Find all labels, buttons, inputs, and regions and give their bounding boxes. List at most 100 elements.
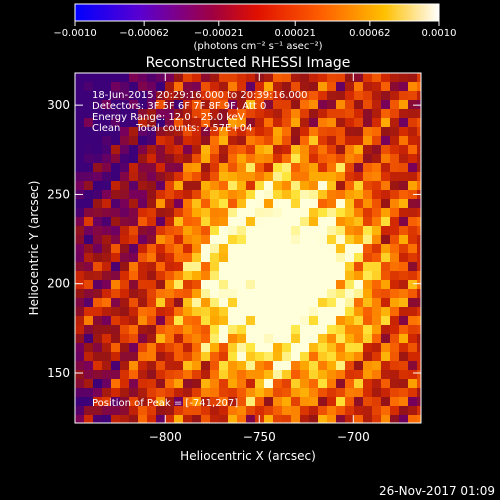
heatmap-cell bbox=[390, 226, 399, 235]
heatmap-cell bbox=[93, 406, 102, 415]
heatmap-cell bbox=[75, 325, 84, 334]
heatmap-cell bbox=[291, 163, 300, 172]
heatmap-cell bbox=[291, 91, 300, 100]
heatmap-cell bbox=[246, 145, 255, 154]
heatmap-cell bbox=[390, 190, 399, 199]
heatmap-cell bbox=[228, 262, 237, 271]
heatmap-cell bbox=[336, 154, 345, 163]
heatmap-cell bbox=[309, 154, 318, 163]
heatmap-cell bbox=[192, 154, 201, 163]
heatmap-cell bbox=[291, 127, 300, 136]
heatmap-cell bbox=[156, 109, 165, 118]
heatmap-cell bbox=[120, 82, 129, 91]
heatmap-cell bbox=[147, 235, 156, 244]
heatmap-cell bbox=[210, 361, 219, 370]
heatmap-cell bbox=[237, 316, 246, 325]
heatmap-cell bbox=[408, 208, 417, 217]
heatmap-cell bbox=[255, 280, 264, 289]
heatmap-cell bbox=[372, 280, 381, 289]
heatmap-cell bbox=[417, 289, 421, 298]
heatmap-cell bbox=[102, 325, 111, 334]
heatmap-cell bbox=[201, 73, 210, 82]
heatmap-cell bbox=[381, 109, 390, 118]
heatmap-cell bbox=[129, 244, 138, 253]
heatmap-cell bbox=[75, 253, 84, 262]
heatmap-cell bbox=[174, 397, 183, 406]
heatmap-cell bbox=[318, 208, 327, 217]
heatmap-cell bbox=[381, 181, 390, 190]
heatmap-cell bbox=[210, 82, 219, 91]
heatmap-cell bbox=[345, 235, 354, 244]
chart-title: Reconstructed RHESSI Image bbox=[146, 55, 351, 71]
heatmap-cell bbox=[165, 145, 174, 154]
heatmap-cell bbox=[354, 163, 363, 172]
heatmap-cell bbox=[192, 190, 201, 199]
heatmap-cell bbox=[417, 181, 421, 190]
heatmap-cell bbox=[327, 100, 336, 109]
heatmap-cell bbox=[201, 226, 210, 235]
heatmap-cell bbox=[309, 388, 318, 397]
heatmap-cell bbox=[408, 271, 417, 280]
heatmap-cell bbox=[273, 91, 282, 100]
heatmap-cell bbox=[237, 379, 246, 388]
heatmap-cell bbox=[417, 343, 421, 352]
heatmap-cell bbox=[309, 226, 318, 235]
heatmap-cell bbox=[354, 235, 363, 244]
heatmap-cell bbox=[300, 100, 309, 109]
heatmap-cell bbox=[345, 109, 354, 118]
heatmap-cell bbox=[264, 181, 273, 190]
heatmap-cell bbox=[210, 415, 219, 423]
heatmap-cell bbox=[327, 82, 336, 91]
colorbar-tick-label: 0.00021 bbox=[275, 28, 316, 39]
y-axis-label: Heliocentric Y (arcsec) bbox=[27, 181, 41, 316]
heatmap-cell bbox=[417, 145, 421, 154]
heatmap-cell bbox=[264, 325, 273, 334]
heatmap-cell bbox=[192, 73, 201, 82]
heatmap-cell bbox=[174, 280, 183, 289]
heatmap-cell bbox=[273, 118, 282, 127]
heatmap-cell bbox=[129, 181, 138, 190]
heatmap-cell bbox=[381, 217, 390, 226]
heatmap-cell bbox=[246, 406, 255, 415]
heatmap-cell bbox=[147, 118, 156, 127]
heatmap-cell bbox=[417, 280, 421, 289]
heatmap-cell bbox=[255, 154, 264, 163]
heatmap-cell bbox=[291, 334, 300, 343]
heatmap-cell bbox=[174, 190, 183, 199]
heatmap-cell bbox=[345, 388, 354, 397]
heatmap-cell bbox=[84, 226, 93, 235]
heatmap-cell bbox=[354, 109, 363, 118]
heatmap-cell bbox=[102, 388, 111, 397]
heatmap-cell bbox=[417, 307, 421, 316]
heatmap-cell bbox=[318, 406, 327, 415]
heatmap-cell bbox=[345, 82, 354, 91]
heatmap-cell bbox=[102, 307, 111, 316]
heatmap-cell bbox=[138, 298, 147, 307]
heatmap-cell bbox=[192, 406, 201, 415]
heatmap-cell bbox=[309, 253, 318, 262]
heatmap-cell bbox=[381, 325, 390, 334]
heatmap-cell bbox=[354, 244, 363, 253]
heatmap-cell bbox=[129, 316, 138, 325]
heatmap-cell bbox=[102, 253, 111, 262]
heatmap-cell bbox=[282, 253, 291, 262]
heatmap-cell bbox=[174, 100, 183, 109]
heatmap-cell bbox=[111, 118, 120, 127]
heatmap-cell bbox=[363, 154, 372, 163]
heatmap-cell bbox=[345, 91, 354, 100]
heatmap-cell bbox=[84, 307, 93, 316]
heatmap-cell bbox=[84, 199, 93, 208]
heatmap-cell bbox=[327, 73, 336, 82]
heatmap-cell bbox=[390, 415, 399, 423]
heatmap-cell bbox=[309, 163, 318, 172]
heatmap-cell bbox=[381, 127, 390, 136]
heatmap-cell bbox=[174, 343, 183, 352]
heatmap-cell bbox=[300, 262, 309, 271]
heatmap-cell bbox=[282, 100, 291, 109]
heatmap-cell bbox=[210, 199, 219, 208]
heatmap-cell bbox=[165, 253, 174, 262]
heatmap-cell bbox=[102, 91, 111, 100]
heatmap-cell bbox=[219, 181, 228, 190]
heatmap-cell bbox=[147, 253, 156, 262]
heatmap-cell bbox=[219, 136, 228, 145]
